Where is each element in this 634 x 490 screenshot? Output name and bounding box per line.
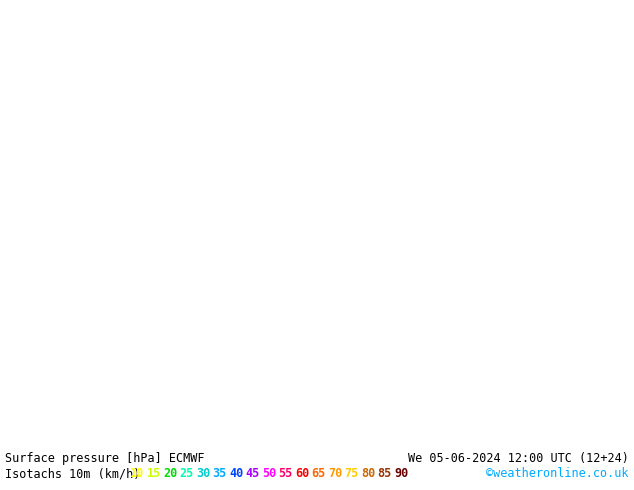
- Text: 40: 40: [229, 467, 243, 480]
- Text: 25: 25: [179, 467, 194, 480]
- Text: 20: 20: [163, 467, 178, 480]
- Text: 30: 30: [196, 467, 210, 480]
- Text: 80: 80: [361, 467, 375, 480]
- Text: Surface pressure [hPa] ECMWF: Surface pressure [hPa] ECMWF: [5, 452, 205, 465]
- Text: We 05-06-2024 12:00 UTC (12+24): We 05-06-2024 12:00 UTC (12+24): [408, 452, 629, 465]
- Text: 50: 50: [262, 467, 276, 480]
- Text: 60: 60: [295, 467, 309, 480]
- Text: 70: 70: [328, 467, 342, 480]
- Text: 45: 45: [245, 467, 260, 480]
- Text: Isotachs 10m (km/h): Isotachs 10m (km/h): [5, 467, 140, 480]
- Text: 10: 10: [130, 467, 145, 480]
- Text: 55: 55: [278, 467, 293, 480]
- Text: ©weatheronline.co.uk: ©weatheronline.co.uk: [486, 467, 629, 480]
- Text: 85: 85: [377, 467, 392, 480]
- Text: 15: 15: [146, 467, 161, 480]
- Text: 35: 35: [212, 467, 227, 480]
- Text: 65: 65: [311, 467, 326, 480]
- Text: 75: 75: [344, 467, 359, 480]
- Text: 90: 90: [394, 467, 408, 480]
